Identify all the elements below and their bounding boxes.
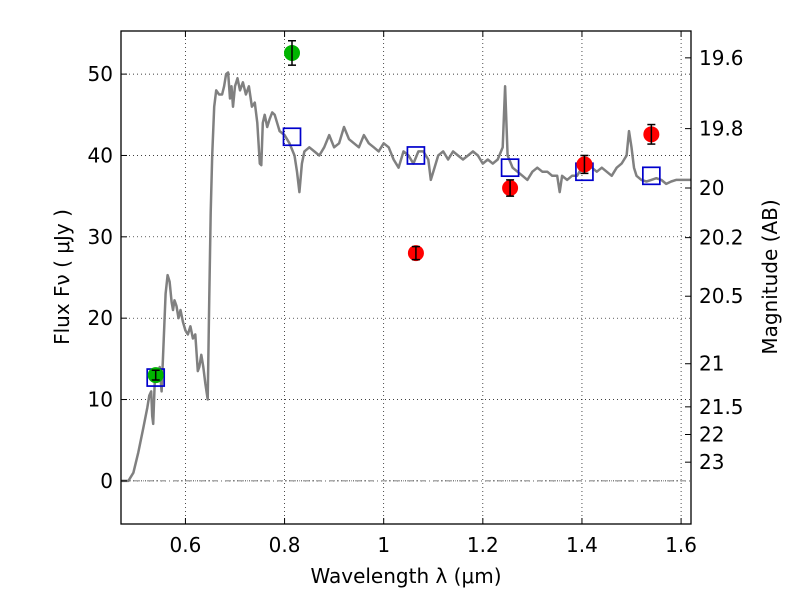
- right-axis-ticks: 19.6 19.8 20 20.2 20.5 21 21.5 22 23: [685, 46, 744, 474]
- y-axis-ticks: 0 10 20 30 40 50: [88, 62, 127, 493]
- right-tick-label: 22: [699, 423, 724, 447]
- y-axis-label: Flux Fν ( μJy ): [50, 209, 74, 345]
- right-tick-label: 21: [699, 352, 724, 376]
- x-tick-label: 0.8: [269, 533, 301, 557]
- model-square-marker: [500, 158, 520, 178]
- right-tick-label: 20: [699, 176, 724, 200]
- right-tick-label: 19.8: [699, 117, 744, 141]
- grid-lines: [121, 31, 691, 524]
- model-square-marker: [282, 127, 302, 147]
- x-tick-label: 1: [377, 533, 390, 557]
- x-tick-label: 1.4: [566, 533, 598, 557]
- x-axis-label: Wavelength λ (μm): [310, 564, 501, 588]
- series-layer: [121, 40, 691, 483]
- right-tick-label: 21.5: [699, 395, 744, 419]
- y-tick-label: 30: [88, 225, 113, 249]
- right-tick-label: 20.5: [699, 284, 744, 308]
- right-axis-label: Magnitude (AB): [758, 199, 782, 354]
- y-tick-label: 40: [88, 143, 113, 167]
- y-tick-label: 20: [88, 306, 113, 330]
- model-square-marker: [641, 166, 661, 186]
- spectrum-line: [121, 71, 691, 483]
- x-tick-label: 0.6: [170, 533, 202, 557]
- x-tick-label: 1.2: [467, 533, 499, 557]
- x-tick-label: 1.6: [665, 533, 697, 557]
- right-tick-label: 23: [699, 450, 724, 474]
- x-axis-ticks: 0.6 0.8 1 1.2 1.4 1.6: [170, 31, 697, 557]
- right-tick-label: 19.6: [699, 46, 744, 70]
- y-tick-label: 50: [88, 62, 113, 86]
- plot-frame: [120, 30, 692, 525]
- model-square-marker: [406, 146, 426, 165]
- right-tick-label: 20.2: [699, 226, 744, 250]
- y-tick-label: 10: [88, 388, 113, 412]
- y-tick-label: 0: [100, 469, 113, 493]
- plot-area: [121, 40, 691, 483]
